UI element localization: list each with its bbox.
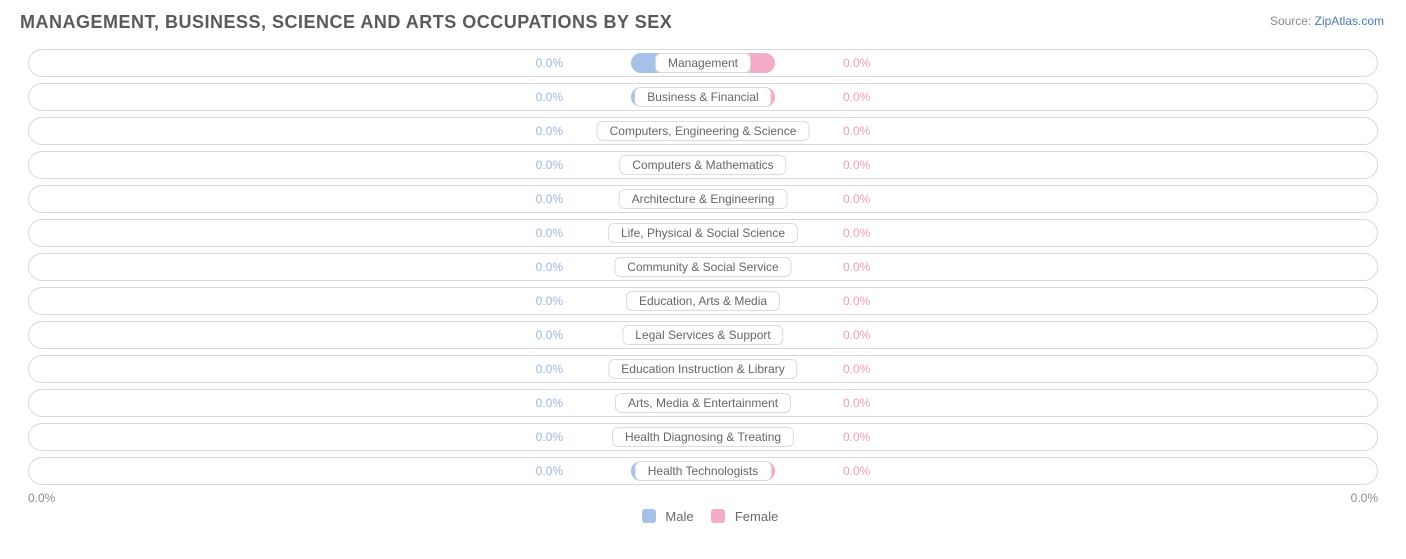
source-prefix: Source: [1270,14,1315,28]
female-pct-label: 0.0% [843,158,870,172]
category-label: Health Technologists [635,461,772,481]
female-pct-label: 0.0% [843,430,870,444]
legend-label-male: Male [665,509,693,524]
chart-rows: 0.0% 0.0% Management 0.0% 0.0% Business & Fin… [20,49,1386,485]
category-label: Community & Social Service [614,257,791,277]
female-pct-label: 0.0% [843,362,870,376]
female-pct-label: 0.0% [843,294,870,308]
male-pct-label: 0.0% [536,158,563,172]
female-pct-label: 0.0% [843,192,870,206]
category-label: Education, Arts & Media [626,291,780,311]
source-link[interactable]: ZipAtlas.com [1315,14,1384,28]
female-pct-label: 0.0% [843,56,870,70]
female-pct-label: 0.0% [843,226,870,240]
category-label: Architecture & Engineering [619,189,788,209]
chart-row: 0.0% 0.0% Education Instruction & Library [28,355,1378,383]
male-pct-label: 0.0% [536,56,563,70]
male-pct-label: 0.0% [536,294,563,308]
chart-row: 0.0% 0.0% Life, Physical & Social Science [28,219,1378,247]
male-pct-label: 0.0% [536,328,563,342]
legend-label-female: Female [735,509,778,524]
axis-right-label: 0.0% [1351,491,1378,505]
female-pct-label: 0.0% [843,260,870,274]
female-pct-label: 0.0% [843,124,870,138]
chart-title: MANAGEMENT, BUSINESS, SCIENCE AND ARTS O… [20,12,1386,33]
category-label: Computers & Mathematics [619,155,786,175]
chart-row: 0.0% 0.0% Business & Financial [28,83,1378,111]
chart-row: 0.0% 0.0% Architecture & Engineering [28,185,1378,213]
male-pct-label: 0.0% [536,124,563,138]
chart-source: Source: ZipAtlas.com [1270,14,1384,28]
legend: Male Female [20,509,1386,524]
axis-left-label: 0.0% [28,491,55,505]
female-pct-label: 0.0% [843,464,870,478]
legend-swatch-male [642,509,656,523]
chart-row: 0.0% 0.0% Health Diagnosing & Treating [28,423,1378,451]
category-label: Life, Physical & Social Science [608,223,798,243]
category-label: Arts, Media & Entertainment [615,393,791,413]
male-pct-label: 0.0% [536,192,563,206]
male-pct-label: 0.0% [536,464,563,478]
chart-row: 0.0% 0.0% Legal Services & Support [28,321,1378,349]
category-label: Health Diagnosing & Treating [612,427,794,447]
category-label: Business & Financial [634,87,771,107]
male-pct-label: 0.0% [536,430,563,444]
chart-row: 0.0% 0.0% Education, Arts & Media [28,287,1378,315]
x-axis: 0.0% 0.0% [20,491,1386,505]
chart-row: 0.0% 0.0% Computers & Mathematics [28,151,1378,179]
chart-row: 0.0% 0.0% Computers, Engineering & Science [28,117,1378,145]
chart-row: 0.0% 0.0% Health Technologists [28,457,1378,485]
female-pct-label: 0.0% [843,90,870,104]
male-pct-label: 0.0% [536,90,563,104]
female-pct-label: 0.0% [843,328,870,342]
male-pct-label: 0.0% [536,260,563,274]
category-label: Legal Services & Support [622,325,783,345]
legend-swatch-female [711,509,725,523]
category-label: Education Instruction & Library [608,359,797,379]
male-pct-label: 0.0% [536,226,563,240]
category-label: Management [655,53,751,73]
male-pct-label: 0.0% [536,396,563,410]
male-pct-label: 0.0% [536,362,563,376]
category-label: Computers, Engineering & Science [597,121,810,141]
chart-row: 0.0% 0.0% Management [28,49,1378,77]
female-pct-label: 0.0% [843,396,870,410]
chart-row: 0.0% 0.0% Community & Social Service [28,253,1378,281]
chart-row: 0.0% 0.0% Arts, Media & Entertainment [28,389,1378,417]
